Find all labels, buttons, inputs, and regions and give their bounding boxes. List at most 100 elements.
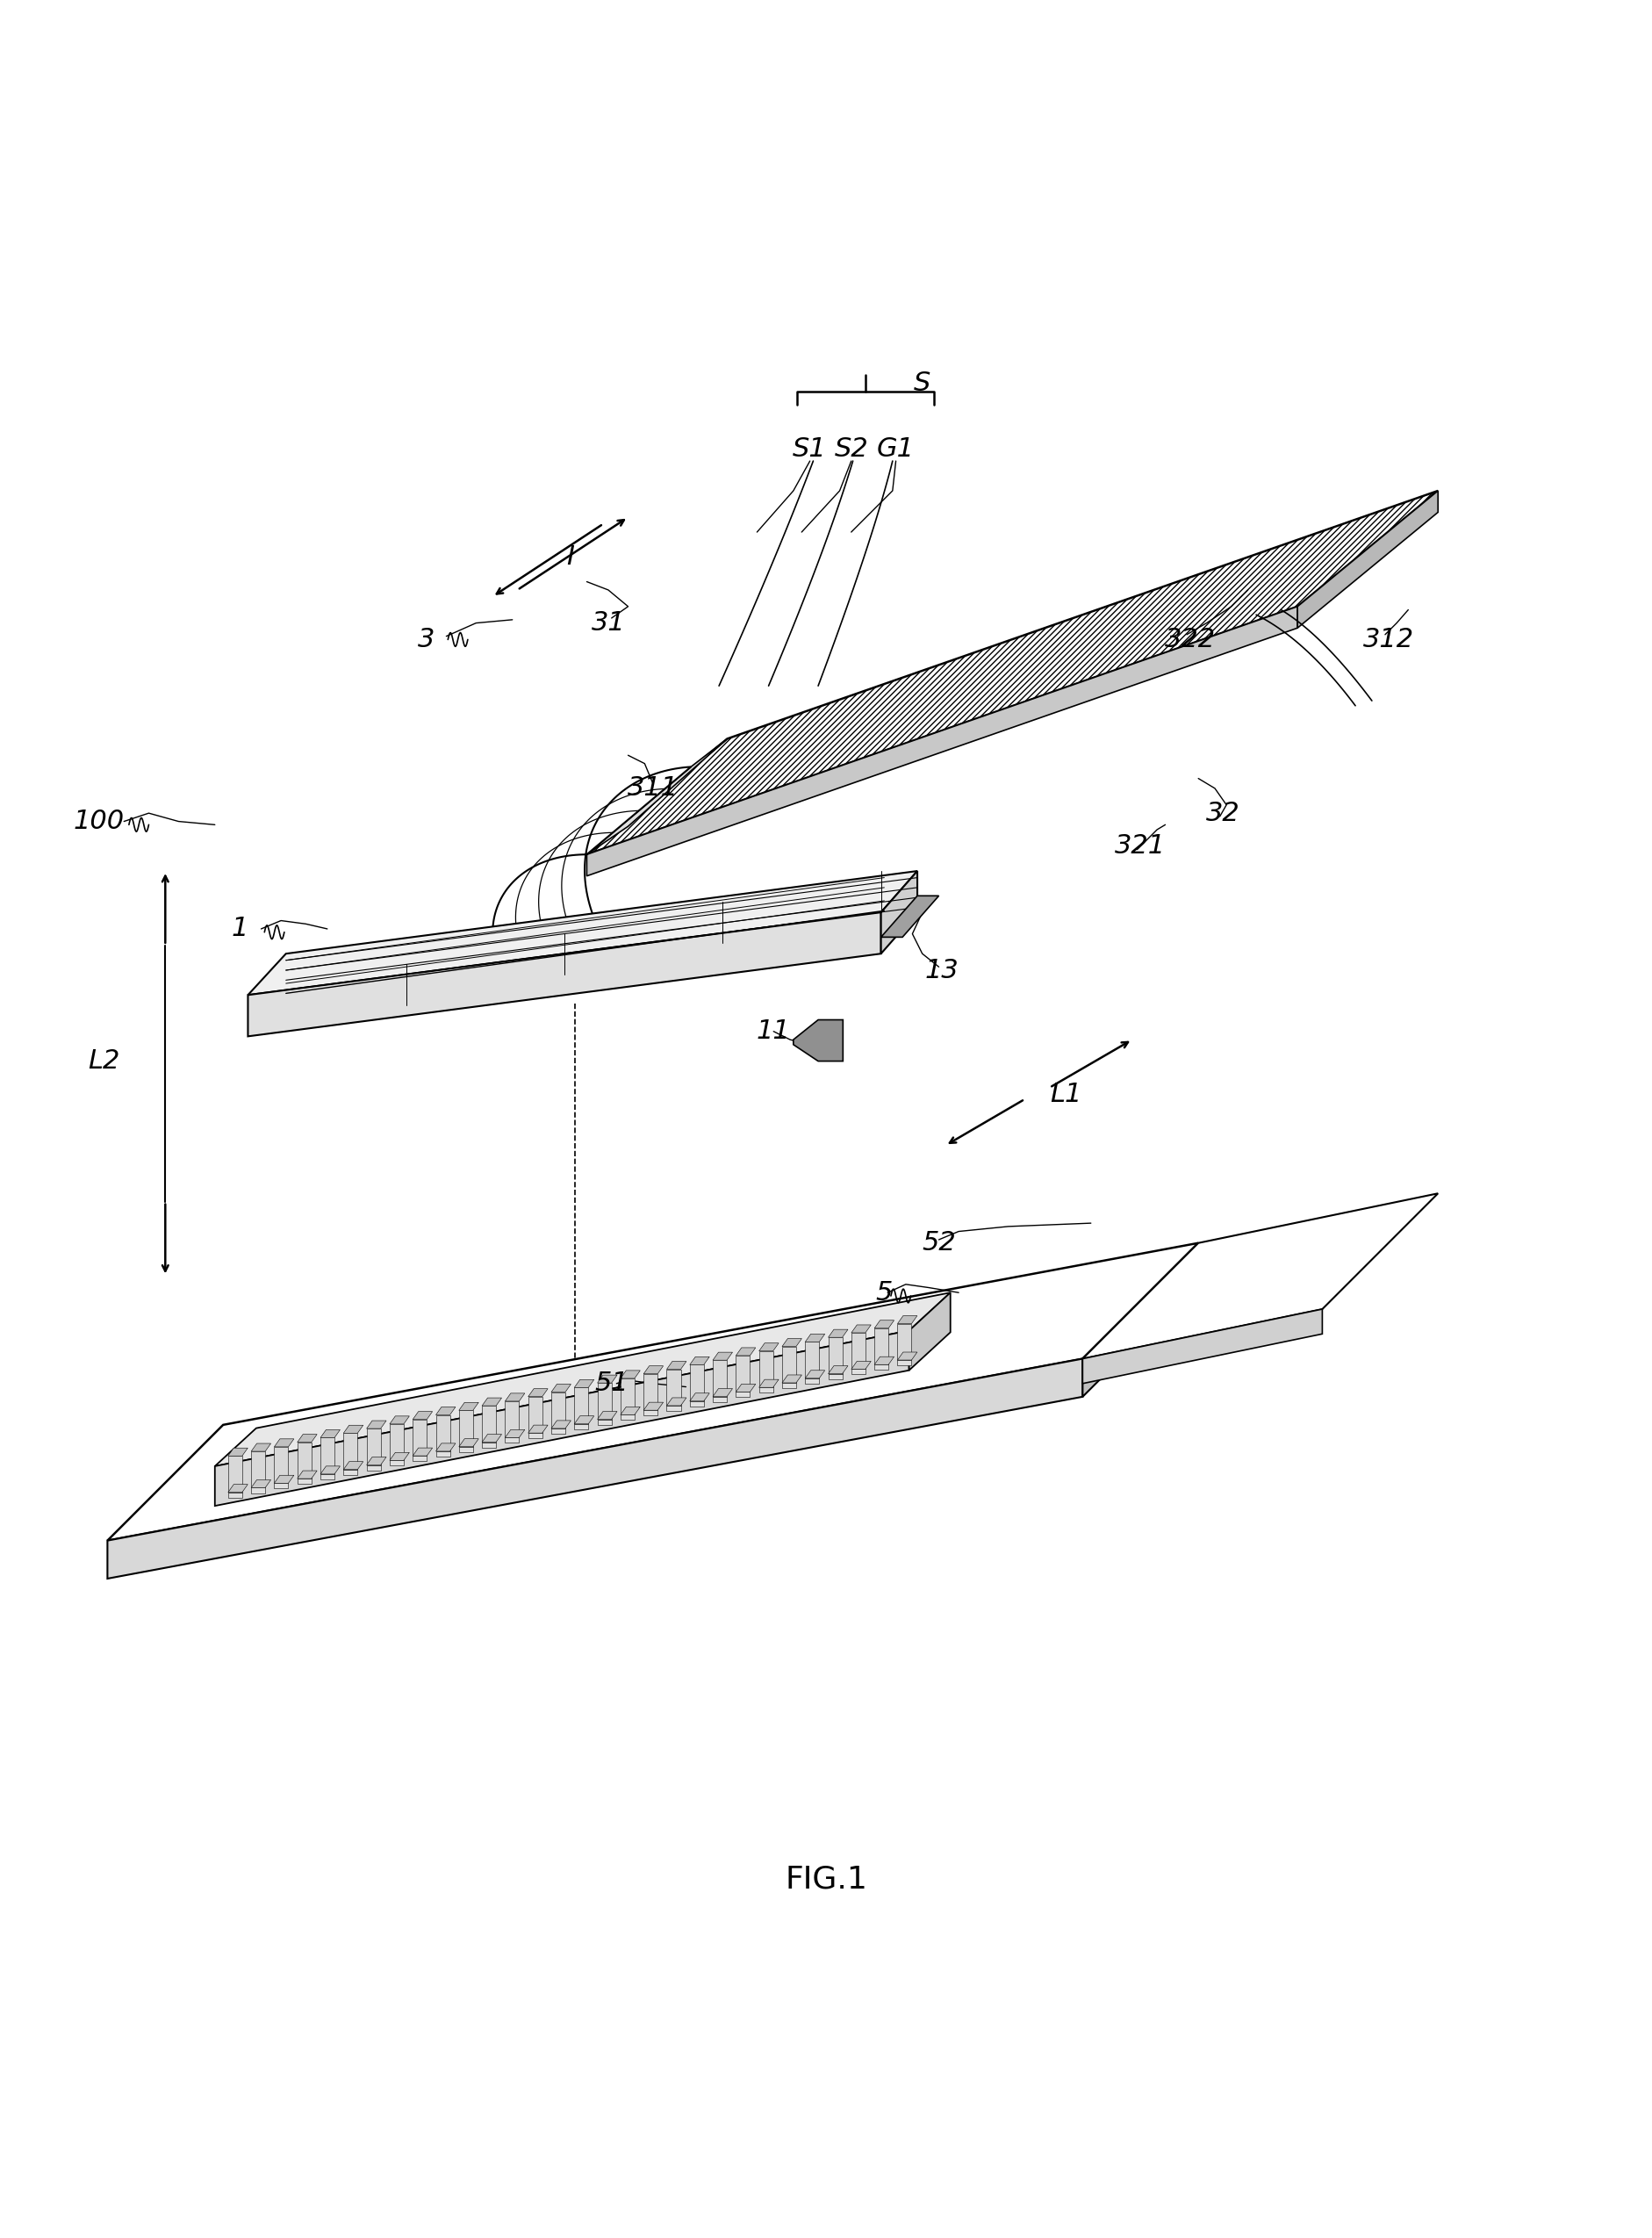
Polygon shape [1297,490,1437,629]
Text: 321: 321 [1115,833,1165,859]
Text: L2: L2 [88,1047,121,1074]
Polygon shape [320,1437,334,1475]
Polygon shape [297,1479,311,1484]
Polygon shape [529,1432,542,1439]
Polygon shape [436,1408,456,1414]
Polygon shape [482,1435,502,1441]
Text: 32: 32 [1206,801,1239,826]
Text: S2: S2 [834,436,867,463]
Polygon shape [874,1365,889,1370]
Text: I: I [567,544,573,571]
Polygon shape [573,1388,588,1423]
Polygon shape [344,1461,363,1470]
Polygon shape [758,1388,773,1392]
Polygon shape [482,1399,502,1405]
Polygon shape [735,1356,750,1392]
Polygon shape [390,1423,403,1461]
Polygon shape [620,1379,634,1414]
Polygon shape [712,1397,727,1401]
Polygon shape [805,1370,824,1379]
Polygon shape [874,1327,889,1365]
Polygon shape [586,739,727,855]
Polygon shape [529,1426,547,1432]
Polygon shape [666,1370,681,1405]
Polygon shape [781,1338,801,1347]
Polygon shape [620,1414,634,1421]
Text: 51: 51 [595,1372,628,1397]
Polygon shape [781,1374,801,1383]
Polygon shape [320,1430,340,1437]
Polygon shape [712,1388,732,1397]
Text: G1: G1 [877,436,914,463]
Polygon shape [874,1320,894,1327]
Polygon shape [851,1361,871,1370]
Polygon shape [482,1441,496,1448]
Polygon shape [248,871,917,996]
Polygon shape [758,1352,773,1388]
Polygon shape [228,1448,248,1457]
Text: S: S [914,372,930,396]
Polygon shape [529,1397,542,1432]
Polygon shape [666,1361,686,1370]
Polygon shape [735,1347,755,1356]
Polygon shape [596,1419,611,1426]
Polygon shape [758,1379,778,1388]
Polygon shape [620,1370,639,1379]
Text: 13: 13 [925,958,958,982]
Text: 5: 5 [876,1280,892,1305]
Text: S1: S1 [793,436,826,463]
Polygon shape [851,1325,871,1334]
Polygon shape [881,895,938,938]
Polygon shape [436,1450,449,1457]
Polygon shape [596,1374,616,1383]
Polygon shape [367,1457,387,1466]
Polygon shape [215,1294,950,1466]
Polygon shape [643,1410,657,1414]
Text: 52: 52 [922,1231,955,1256]
Polygon shape [529,1390,547,1397]
Polygon shape [413,1448,433,1457]
Polygon shape [586,606,1297,875]
Polygon shape [344,1470,357,1475]
Text: 311: 311 [628,777,677,801]
Polygon shape [228,1493,243,1497]
Polygon shape [228,1457,243,1493]
Polygon shape [297,1470,317,1479]
Polygon shape [492,768,691,978]
Polygon shape [552,1392,565,1428]
Polygon shape [805,1343,819,1379]
Polygon shape [828,1374,843,1379]
Polygon shape [596,1412,616,1419]
Polygon shape [459,1403,479,1410]
Polygon shape [436,1414,449,1450]
Text: 11: 11 [757,1018,790,1045]
Polygon shape [274,1484,287,1488]
Polygon shape [413,1457,426,1461]
Polygon shape [851,1334,866,1370]
Polygon shape [251,1444,271,1452]
Polygon shape [897,1361,912,1365]
Polygon shape [274,1446,287,1484]
Polygon shape [506,1437,519,1444]
Polygon shape [828,1338,843,1374]
Polygon shape [712,1352,732,1361]
Polygon shape [573,1417,593,1423]
Polygon shape [436,1444,456,1450]
Polygon shape [1082,1309,1322,1383]
Polygon shape [506,1394,524,1401]
Polygon shape [781,1347,796,1383]
Polygon shape [251,1479,271,1488]
Polygon shape [459,1410,472,1446]
Polygon shape [506,1401,519,1437]
Polygon shape [573,1379,593,1388]
Polygon shape [735,1392,750,1397]
Polygon shape [107,1242,1198,1540]
Polygon shape [666,1399,686,1405]
Polygon shape [689,1401,704,1405]
Polygon shape [643,1374,657,1410]
Text: 31: 31 [591,611,624,636]
Polygon shape [793,1021,843,1061]
Polygon shape [1082,1193,1437,1358]
Polygon shape [573,1423,588,1430]
Polygon shape [620,1408,639,1414]
